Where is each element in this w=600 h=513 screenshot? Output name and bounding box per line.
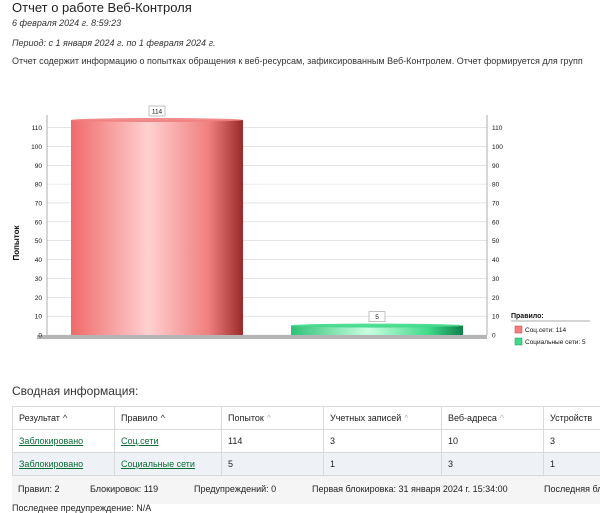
column-header-devices[interactable]: Устройств [544, 407, 600, 430]
y-tick-label-left: 110 [32, 125, 43, 132]
attempts-cell: 5 [222, 453, 324, 476]
y-tick-label-right: 30 [492, 276, 500, 283]
y-tick-label-right: 60 [492, 219, 500, 226]
y-tick-label-left: 60 [35, 219, 43, 226]
y-tick-label-right: 70 [492, 200, 500, 207]
y-tick-label-left: 30 [35, 276, 43, 283]
y-tick-label-left: 50 [35, 238, 43, 245]
y-tick-label-right: 90 [492, 163, 500, 170]
column-header-rule[interactable]: Правило^ [115, 407, 222, 430]
report-title: Отчет о работе Веб-Контроля [12, 0, 192, 15]
urls-cell: 10 [442, 430, 544, 453]
y-tick-label-left: 40 [35, 257, 43, 264]
y-tick-label-left: 80 [35, 182, 43, 189]
legend-swatch-social [515, 338, 522, 345]
column-header-accounts[interactable]: Учетных записей^ [324, 407, 442, 430]
column-header-urls[interactable]: Веб-адреса^ [442, 407, 544, 430]
sort-asc-icon: ^ [404, 413, 408, 423]
footer-rules: Правил: 2 [18, 484, 60, 494]
sort-asc-icon: ^ [161, 413, 165, 423]
data-label: 114 [152, 109, 163, 116]
chart-legend: Правило: Соц.сети: 114 Социальные сети: … [511, 313, 590, 346]
bar-top-cap [291, 324, 463, 328]
bar-top-cap [71, 118, 243, 122]
y-tick-label-left: 0 [38, 333, 42, 340]
accounts-cell: 1 [324, 453, 442, 476]
y-tick-label-right: 50 [492, 238, 500, 245]
urls-cell: 3 [442, 453, 544, 476]
table-row: Заблокировано Соц.сети 114 3 10 3 [13, 430, 600, 453]
footer-warnings: Предупреждений: 0 [194, 484, 276, 494]
report-description: Отчет содержит информацию о попытках обр… [12, 56, 583, 66]
devices-cell: 1 [544, 453, 600, 476]
legend-title: Правило: [511, 313, 544, 320]
footer-last-warning: Последнее предупреждение: N/A [12, 503, 151, 513]
table-header-row: Результат^ Правило^ Попыток^ Учетных зап… [13, 407, 600, 430]
y-tick-label-right: 20 [492, 295, 500, 302]
summary-footer: Правил: 2 Блокировок: 119 Предупреждений… [12, 475, 600, 504]
legend-entry-soc: Соц.сети: 114 [525, 327, 566, 334]
rule-link[interactable]: Социальные сети [121, 459, 195, 469]
devices-cell: 3 [544, 430, 600, 453]
y-tick-label-right: 40 [492, 257, 500, 264]
y-tick-label-left: 90 [35, 163, 43, 170]
result-link[interactable]: Заблокировано [19, 459, 83, 469]
y-tick-label-right: 80 [492, 182, 500, 189]
column-header-result[interactable]: Результат^ [13, 407, 115, 430]
sort-asc-icon: ^ [500, 413, 504, 423]
y-tick-label-right: 100 [492, 144, 503, 151]
summary-title: Сводная информация: [12, 384, 138, 398]
y-tick-label-left: 10 [35, 314, 43, 321]
attempts-chart: 114 5 0 0 10 10 20 20 30 30 40 40 50 50 60 60 70 70 80 80 9… [0, 95, 600, 350]
attempts-cell: 114 [222, 430, 324, 453]
legend-entry-social: Социальные сети: 5 [525, 339, 586, 346]
footer-blocks: Блокировок: 119 [90, 484, 158, 494]
result-link[interactable]: Заблокировано [19, 436, 83, 446]
y-tick-label-right: 0 [492, 333, 496, 340]
footer-last-block: Последняя бл [544, 484, 600, 494]
footer-first-block: Первая блокировка: 31 января 2024 г. 15:… [312, 484, 508, 494]
report-period: Период: с 1 января 2024 г. по 1 февраля … [12, 38, 216, 48]
summary-table: Результат^ Правило^ Попыток^ Учетных зап… [12, 406, 600, 476]
rule-link[interactable]: Соц.сети [121, 436, 159, 446]
y-tick-label-right: 10 [492, 314, 500, 321]
column-header-attempts[interactable]: Попыток^ [222, 407, 324, 430]
y-tick-label-left: 70 [35, 200, 43, 207]
sort-asc-icon: ^ [63, 413, 67, 423]
legend-swatch-soc [515, 326, 522, 333]
y-axis-title: Попыток [12, 225, 21, 261]
y-tick-label-left: 100 [31, 144, 42, 151]
y-tick-label-left: 20 [35, 295, 43, 302]
data-label: 5 [375, 314, 379, 321]
table-row: Заблокировано Социальные сети 5 1 3 1 [13, 453, 600, 476]
y-tick-label-right: 110 [492, 125, 503, 132]
chart-floor [37, 335, 487, 339]
sort-asc-icon: ^ [267, 413, 271, 423]
bar-Соц.сети [71, 120, 243, 335]
report-date: 6 февраля 2024 г. 8:59:23 [12, 18, 121, 28]
accounts-cell: 3 [324, 430, 442, 453]
